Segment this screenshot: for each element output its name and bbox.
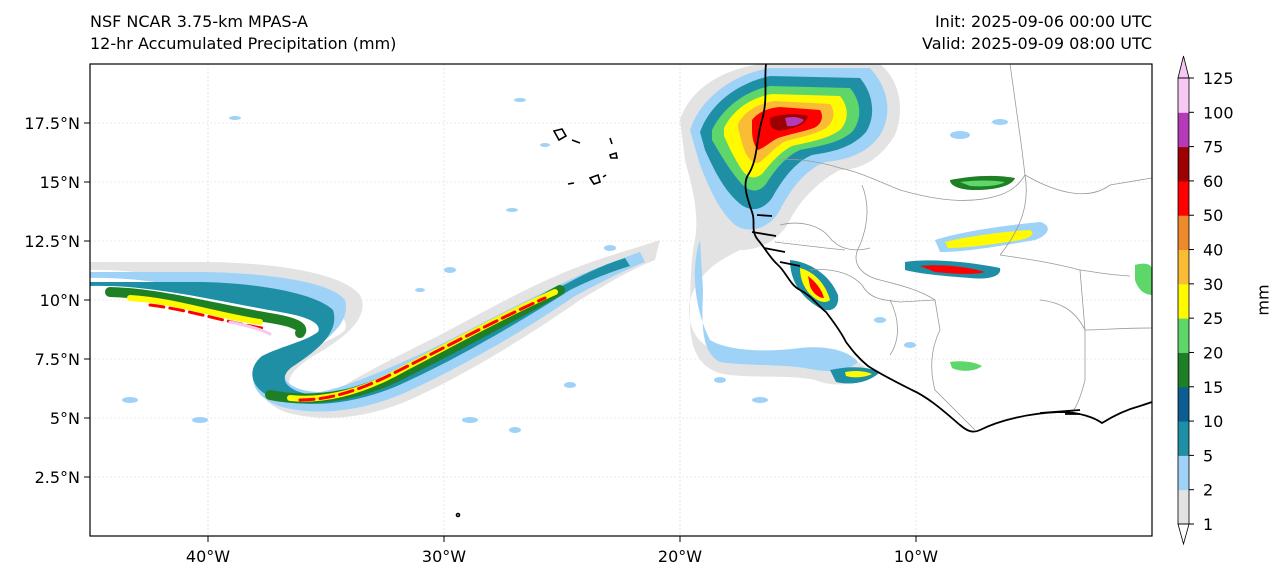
colorbar-segment [1178,215,1189,251]
colorbar-level-label: 1 [1203,515,1213,534]
colorbar-segment [1178,352,1189,388]
colorbar-frame [1177,77,1190,525]
colorbar-level-label: 25 [1203,309,1223,328]
colorbar-level-label: 30 [1203,275,1223,294]
colorbar-segment [1178,180,1189,216]
colorbar-extend-high [1177,55,1190,79]
colorbar-segment [1178,283,1189,319]
colorbar-extend-low [1177,523,1190,546]
colorbar-level-label: 50 [1203,206,1223,225]
colorbar-segment [1178,421,1189,456]
precipitation-field [90,64,1152,433]
map-title-left: NSF NCAR 3.75-km MPAS-A 12-hr Accumulate… [90,11,396,55]
longitude-axis: 40°W 30°W 20°W 10°W [186,536,938,566]
field-name: 12-hr Accumulated Precipitation (mm) [90,34,397,53]
lat-tick-label: 5°N [50,409,80,428]
colorbar-segment [1178,249,1189,285]
colorbar-level-label: 125 [1203,69,1234,88]
colorbar-label: mm [1254,284,1273,315]
colorbar-segment [1178,455,1189,491]
model-name: NSF NCAR 3.75-km MPAS-A [90,12,308,31]
lon-tick-label: 20°W [658,547,702,566]
colorbar-level-label: 40 [1203,241,1223,260]
lon-tick-label: 30°W [422,547,466,566]
colorbar-level-label: 10 [1203,412,1223,431]
lon-tick-label: 10°W [894,547,938,566]
init-time: Init: 2025-09-06 00:00 UTC [934,12,1152,31]
valid-time: Valid: 2025-09-09 08:00 UTC [921,34,1152,53]
lat-tick-label: 15°N [40,173,80,192]
colorbar-level-label: 100 [1203,103,1234,122]
colorbar-segment [1178,489,1189,525]
lat-tick-label: 10°N [40,291,80,310]
lat-tick-label: 17.5°N [24,114,80,133]
lat-tick-label: 2.5°N [35,468,80,487]
colorbar-segment [1178,386,1189,422]
colorbar-level-label: 20 [1203,343,1223,362]
cape-verde-islands [455,128,618,518]
colorbar-segment [1178,78,1189,113]
lat-tick-label: 7.5°N [35,350,80,369]
lon-tick-label: 40°W [186,547,230,566]
colorbar-level-label: 15 [1203,378,1223,397]
country-borders [774,64,1152,431]
lat-tick-label: 12.5°N [24,232,80,251]
colorbar-segment [1178,112,1189,148]
colorbar-level-label: 75 [1203,138,1223,157]
coastline [744,64,1152,433]
colorbar-level-label: 60 [1203,172,1223,191]
colorbar-level-label: 5 [1203,446,1213,465]
latitude-axis: 17.5°N 15°N 12.5°N 10°N 7.5°N 5°N 2.5°N [24,114,90,487]
colorbar-segment [1178,146,1189,182]
colorbar-level-label: 2 [1203,481,1213,500]
map-area[interactable] [90,64,1152,536]
colorbar-segment [1178,318,1189,353]
map-title-right: Init: 2025-09-06 00:00 UTC Valid: 2025-0… [922,11,1152,55]
